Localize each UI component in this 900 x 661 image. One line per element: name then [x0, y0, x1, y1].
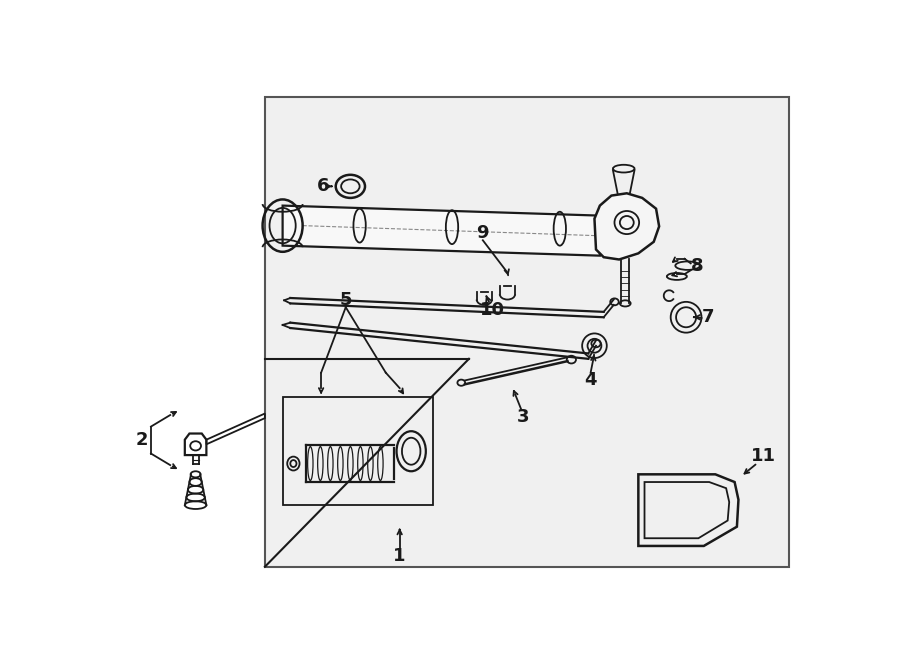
Text: 7: 7 [701, 308, 714, 327]
Polygon shape [595, 193, 659, 260]
Text: 5: 5 [339, 291, 352, 309]
Text: 6: 6 [317, 177, 328, 196]
Text: 9: 9 [477, 223, 489, 241]
Text: 1: 1 [393, 547, 406, 565]
Text: 2: 2 [135, 432, 148, 449]
Polygon shape [283, 206, 599, 256]
Text: 11: 11 [752, 447, 777, 465]
Text: 10: 10 [480, 301, 505, 319]
Text: 4: 4 [584, 371, 597, 389]
Polygon shape [265, 97, 788, 566]
Text: 8: 8 [690, 257, 703, 276]
Text: 3: 3 [517, 408, 529, 426]
